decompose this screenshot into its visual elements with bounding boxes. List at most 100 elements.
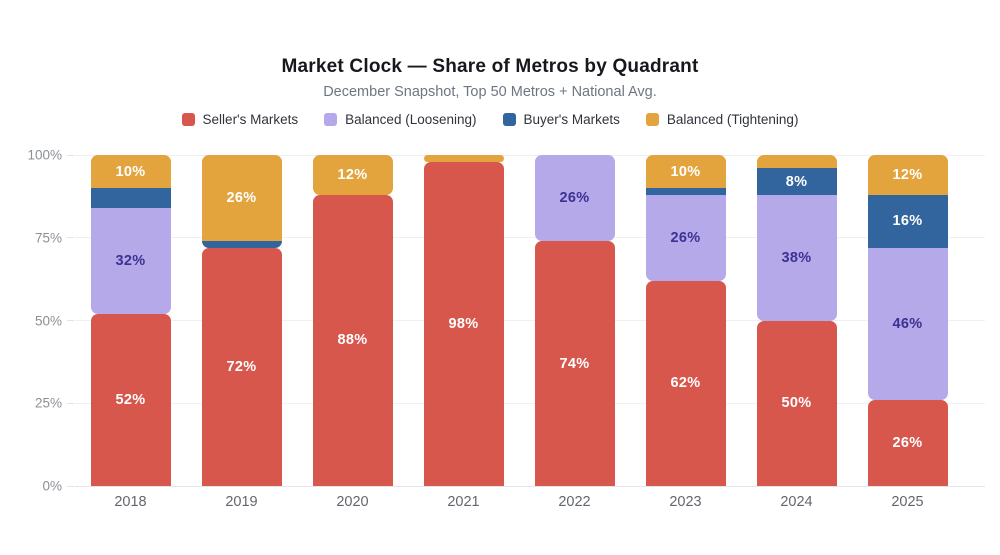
stacked-bar: 88% 12% bbox=[312, 155, 393, 486]
legend-label: Buyer's Markets bbox=[523, 112, 620, 127]
x-axis-label: 2025 bbox=[891, 494, 924, 510]
bar-segment[interactable]: 72% bbox=[201, 247, 282, 486]
bar-segment-label: 52% bbox=[115, 391, 146, 408]
legend-item[interactable]: Balanced (Tightening) bbox=[645, 112, 799, 127]
gridline bbox=[75, 485, 985, 487]
bar-segment[interactable]: 50% bbox=[756, 320, 837, 486]
bar-column: 26% 46% 16% 12% bbox=[852, 155, 963, 486]
legend-label: Balanced (Loosening) bbox=[345, 112, 477, 127]
legend-item[interactable]: Balanced (Loosening) bbox=[324, 112, 477, 127]
bar-segment-label: 26% bbox=[226, 190, 257, 207]
bar-segment[interactable] bbox=[423, 155, 504, 162]
stacked-bar: 50% 38% 8% bbox=[756, 155, 837, 486]
stacked-bar: 74% 26% bbox=[534, 155, 615, 486]
x-axis-label: 2023 bbox=[669, 494, 702, 510]
bar-segment-label: 50% bbox=[781, 395, 812, 412]
bar-segment[interactable] bbox=[756, 155, 837, 169]
bar-segment[interactable]: 26% bbox=[867, 399, 948, 486]
legend-item[interactable]: Buyer's Markets bbox=[502, 112, 620, 127]
y-axis-label: 100% bbox=[27, 147, 62, 163]
bar-segment-label: 74% bbox=[559, 355, 590, 372]
bar-segment-label: 98% bbox=[448, 315, 479, 332]
stacked-bar: 62% 26% 10% bbox=[645, 155, 726, 486]
bar-segment[interactable]: 26% bbox=[534, 155, 615, 242]
x-axis-label: 2020 bbox=[336, 494, 369, 510]
bar-segment[interactable]: 26% bbox=[645, 194, 726, 281]
bar-segment-label: 16% bbox=[892, 213, 923, 230]
y-axis-tick bbox=[67, 485, 74, 487]
bar-segment-label: 12% bbox=[337, 166, 368, 183]
bar-segment[interactable]: 74% bbox=[534, 241, 615, 486]
bar-column: 74% 26% bbox=[519, 155, 630, 486]
bar-column: 52% 32% 10% bbox=[75, 155, 186, 486]
bar-segment[interactable]: 32% bbox=[90, 207, 171, 314]
bar-segment-label: 26% bbox=[670, 229, 701, 246]
bar-segment[interactable] bbox=[645, 188, 726, 195]
bar-segment-label: 32% bbox=[115, 252, 146, 269]
gridline bbox=[75, 154, 985, 156]
bar-segment-label: 46% bbox=[892, 315, 923, 332]
y-axis-label: 50% bbox=[34, 313, 62, 328]
y-axis-tick bbox=[67, 154, 74, 156]
gridline bbox=[75, 320, 985, 321]
bar-column: 88% 12% bbox=[297, 155, 408, 486]
bar-segment[interactable]: 8% bbox=[756, 168, 837, 195]
bar-segment-label: 10% bbox=[670, 163, 701, 180]
x-axis-label: 2018 bbox=[114, 494, 147, 510]
legend-swatch-icon bbox=[645, 113, 659, 126]
bar-column: 50% 38% 8% bbox=[741, 155, 852, 486]
legend-label: Seller's Markets bbox=[202, 112, 299, 127]
x-axis-label: 2021 bbox=[447, 494, 480, 510]
bar-column: 62% 26% 10% bbox=[630, 155, 741, 486]
bar-segment[interactable] bbox=[90, 188, 171, 208]
gridline bbox=[75, 237, 985, 239]
bar-segment[interactable]: 46% bbox=[867, 247, 948, 400]
bar-segment[interactable]: 16% bbox=[867, 194, 948, 248]
y-axis-label: 75% bbox=[34, 230, 62, 246]
stacked-bar: 52% 32% 10% bbox=[90, 155, 171, 486]
x-axis-labels: 2018 2019 2020 2021 2022 2023 2024 2025 bbox=[75, 494, 963, 510]
bar-column: 98% bbox=[408, 155, 519, 486]
bar-segment-label: 8% bbox=[785, 173, 808, 190]
stacked-bar: 72% 26% bbox=[201, 155, 282, 486]
bar-segment[interactable]: 98% bbox=[423, 161, 504, 486]
bar-segment-label: 26% bbox=[892, 434, 923, 451]
legend-swatch-icon bbox=[181, 113, 195, 126]
bar-segment-label: 12% bbox=[892, 166, 923, 183]
plot-area: 52% 32% 10% 72% 26% 88% 12% 98% 74% 26% 62% 26% 10% 5… bbox=[27, 148, 985, 510]
bar-segment[interactable]: 10% bbox=[90, 155, 171, 189]
x-axis-label: 2019 bbox=[225, 494, 258, 510]
y-axis-tick bbox=[67, 320, 74, 321]
bar-segment-label: 10% bbox=[115, 163, 146, 180]
bar-segment[interactable]: 26% bbox=[201, 155, 282, 242]
y-axis-label: 25% bbox=[34, 395, 62, 411]
bar-segment[interactable]: 10% bbox=[645, 155, 726, 189]
legend-item[interactable]: Seller's Markets bbox=[181, 112, 299, 127]
bar-segment[interactable]: 62% bbox=[645, 280, 726, 486]
bar-segment[interactable]: 52% bbox=[90, 313, 171, 486]
bars-container: 52% 32% 10% 72% 26% 88% 12% 98% 74% 26% 62% 26% 10% 5… bbox=[75, 155, 963, 486]
bar-segment-label: 72% bbox=[226, 358, 257, 375]
x-axis-label: 2024 bbox=[780, 494, 813, 510]
legend-swatch-icon bbox=[324, 113, 338, 126]
gridline bbox=[75, 402, 985, 404]
legend-label: Balanced (Tightening) bbox=[666, 112, 799, 127]
y-axis-label: 0% bbox=[42, 478, 62, 494]
bar-segment[interactable]: 38% bbox=[756, 194, 837, 321]
chart-subtitle: December Snapshot, Top 50 Metros + Natio… bbox=[323, 84, 657, 100]
legend-swatch-icon bbox=[502, 113, 516, 126]
bar-segment[interactable] bbox=[201, 241, 282, 248]
chart-legend: Seller's Markets Balanced (Loosening) Buye… bbox=[0, 112, 980, 127]
bar-segment[interactable]: 12% bbox=[867, 155, 948, 195]
bar-segment-label: 26% bbox=[559, 190, 590, 207]
bar-column: 72% 26% bbox=[186, 155, 297, 486]
y-axis-tick bbox=[67, 237, 74, 239]
y-axis-tick bbox=[67, 402, 74, 404]
bar-segment-label: 88% bbox=[337, 332, 368, 349]
stacked-bar: 98% bbox=[423, 155, 504, 486]
bar-segment[interactable]: 12% bbox=[312, 155, 393, 195]
chart-title: Market Clock — Share of Metros by Quadra… bbox=[281, 56, 699, 77]
stacked-bar: 26% 46% 16% 12% bbox=[867, 155, 948, 486]
bar-segment[interactable]: 88% bbox=[312, 194, 393, 486]
